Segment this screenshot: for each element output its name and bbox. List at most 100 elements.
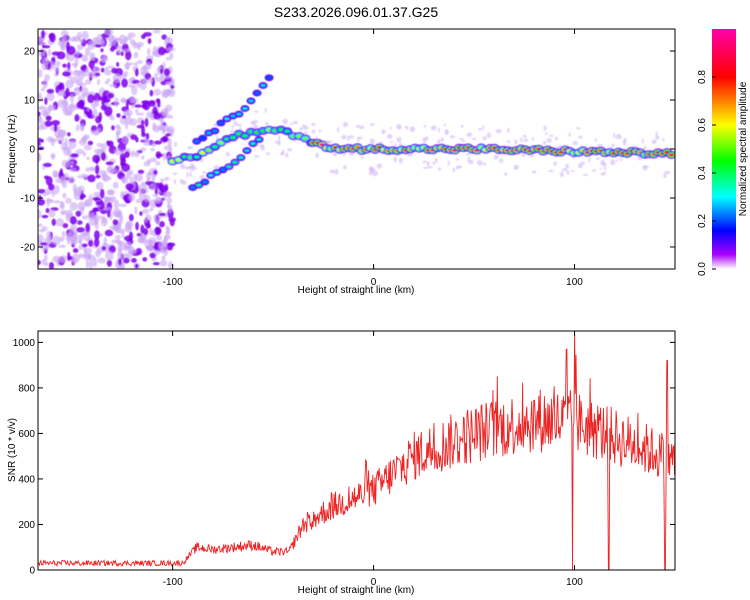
noise-blob bbox=[55, 85, 60, 94]
noise-blob bbox=[445, 129, 448, 135]
noise-blob bbox=[156, 235, 163, 241]
ridge-core bbox=[256, 138, 262, 141]
noise-blob bbox=[61, 159, 71, 168]
noise-blob bbox=[266, 152, 270, 156]
noise-blob bbox=[443, 123, 446, 127]
noise-blob bbox=[254, 110, 259, 113]
noise-blob bbox=[292, 120, 298, 125]
noise-blob bbox=[163, 68, 170, 77]
noise-blob bbox=[530, 154, 535, 158]
noise-blob bbox=[146, 48, 151, 56]
noise-blob bbox=[135, 247, 143, 256]
noise-blob bbox=[149, 157, 157, 163]
noise-blob bbox=[125, 199, 130, 204]
noise-blob bbox=[61, 230, 66, 237]
noise-blob bbox=[47, 48, 52, 57]
noise-blob bbox=[142, 208, 150, 214]
noise-blob bbox=[97, 257, 106, 264]
noise-blob bbox=[53, 185, 60, 195]
noise-blob bbox=[141, 100, 150, 105]
noise-blob bbox=[59, 210, 65, 215]
noise-blob bbox=[160, 178, 165, 183]
noise-blob bbox=[396, 124, 402, 129]
noise-blob bbox=[457, 165, 462, 169]
noise-blob bbox=[662, 137, 665, 142]
noise-blob bbox=[164, 184, 169, 192]
noise-blob bbox=[622, 139, 627, 146]
chart-title: S233.2026.096.01.37.G25 bbox=[274, 4, 438, 20]
noise-blob bbox=[594, 137, 597, 142]
noise-blob bbox=[137, 169, 145, 174]
noise-blob bbox=[154, 72, 158, 79]
noise-blob bbox=[236, 123, 242, 127]
noise-blob bbox=[252, 124, 259, 130]
noise-blob bbox=[390, 140, 394, 144]
noise-blob bbox=[45, 115, 52, 121]
noise-blob bbox=[440, 137, 444, 143]
noise-blob bbox=[311, 129, 316, 134]
ridge-core bbox=[220, 168, 226, 172]
noise-blob bbox=[571, 156, 575, 160]
noise-blob bbox=[199, 175, 205, 180]
noise-blob bbox=[134, 206, 138, 215]
noise-blob bbox=[70, 62, 78, 67]
noise-blob bbox=[51, 218, 57, 226]
ridge-core bbox=[230, 136, 236, 139]
noise-blob bbox=[260, 144, 265, 151]
noise-blob bbox=[369, 138, 375, 145]
noise-blob bbox=[120, 215, 124, 224]
noise-blob bbox=[101, 216, 106, 224]
noise-blob bbox=[111, 67, 118, 74]
noise-blob bbox=[82, 151, 87, 157]
noise-blob bbox=[150, 147, 155, 152]
noise-blob bbox=[189, 163, 195, 169]
noise-blob bbox=[549, 134, 554, 137]
noise-blob bbox=[38, 229, 45, 233]
noise-blob bbox=[103, 207, 113, 211]
noise-blob bbox=[482, 125, 485, 131]
noise-blob bbox=[160, 118, 164, 125]
noise-blob bbox=[233, 121, 238, 126]
ridge-core bbox=[206, 148, 212, 152]
ridge-core bbox=[668, 153, 675, 157]
noise-blob bbox=[38, 111, 41, 117]
noise-blob bbox=[135, 172, 143, 182]
noise-blob bbox=[148, 183, 157, 191]
noise-blob bbox=[88, 239, 94, 247]
noise-blob bbox=[65, 232, 72, 241]
noise-blob bbox=[566, 170, 570, 175]
noise-blob bbox=[136, 124, 145, 129]
noise-blob bbox=[152, 194, 159, 198]
noise-blob bbox=[427, 165, 433, 169]
noise-blob bbox=[254, 155, 260, 158]
noise-blob bbox=[124, 62, 131, 70]
noise-blob bbox=[134, 109, 139, 114]
noise-blob bbox=[153, 249, 161, 255]
noise-blob bbox=[112, 73, 122, 84]
noise-blob bbox=[65, 197, 72, 204]
noise-blob bbox=[93, 237, 100, 248]
noise-blob bbox=[655, 135, 660, 140]
ridge-core bbox=[193, 155, 200, 159]
noise-blob bbox=[106, 65, 115, 69]
noise-blob bbox=[91, 129, 99, 136]
noise-blob bbox=[42, 79, 48, 89]
noise-blob bbox=[67, 147, 72, 158]
ridge-core bbox=[175, 158, 182, 162]
noise-blob bbox=[155, 161, 161, 166]
noise-blob bbox=[70, 160, 74, 165]
noise-blob bbox=[493, 154, 499, 160]
noise-blob bbox=[38, 37, 43, 46]
noise-blob bbox=[62, 98, 68, 108]
noise-blob bbox=[157, 65, 163, 70]
noise-blob bbox=[125, 98, 129, 109]
noise-blob bbox=[478, 128, 482, 132]
noise-blob bbox=[141, 104, 148, 109]
noise-blob bbox=[118, 258, 122, 266]
noise-blob bbox=[116, 44, 122, 54]
noise-blob bbox=[145, 132, 150, 140]
noise-blob bbox=[155, 203, 162, 208]
noise-blob bbox=[128, 192, 136, 202]
noise-blob bbox=[109, 225, 118, 230]
noise-blob bbox=[514, 139, 518, 145]
